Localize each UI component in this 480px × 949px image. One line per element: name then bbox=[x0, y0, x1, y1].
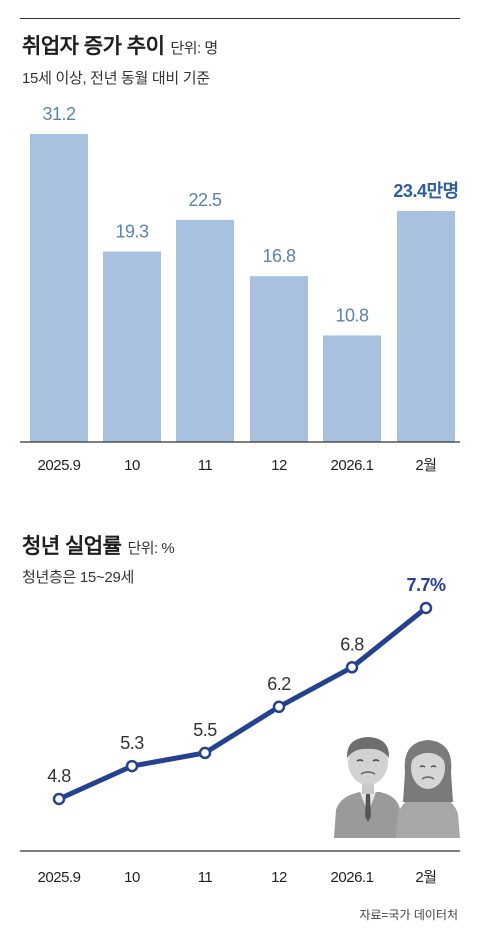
line-value-label-4: 6.8 bbox=[340, 634, 364, 654]
bar-3 bbox=[250, 276, 308, 442]
employment-subtitle: 15세 이상, 전년 동월 대비 기준 bbox=[22, 70, 210, 87]
woman-figure bbox=[396, 740, 460, 838]
line-category-label-2: 11 bbox=[198, 869, 213, 886]
line-point-5 bbox=[419, 601, 433, 615]
line-value-label-2: 5.5 bbox=[193, 720, 217, 740]
bar-2 bbox=[176, 219, 234, 442]
bar-0 bbox=[30, 134, 88, 442]
line-value-label-0: 4.8 bbox=[47, 766, 71, 786]
employment-bar-chart: 31.2 2025.9 19.3 10 22.5 11 16.8 12 10.8 2026.1 23… bbox=[20, 104, 460, 474]
bar-value-label-1: 19.3 bbox=[115, 221, 149, 241]
bar-value-label-2: 22.5 bbox=[188, 190, 222, 210]
unemployment-title-row: 청년 실업률 단위: % bbox=[22, 530, 175, 560]
bar-4 bbox=[323, 335, 381, 442]
bar-category-label-1: 10 bbox=[124, 457, 140, 474]
bar-5 bbox=[397, 211, 455, 442]
unemployment-title: 청년 실업률 bbox=[22, 535, 122, 558]
bar-value-label-0: 31.2 bbox=[42, 104, 76, 124]
source-note: 자료=국가 데이터처 bbox=[359, 908, 458, 922]
line-category-label-5: 2월 bbox=[415, 869, 436, 886]
unemployment-subtitle: 청년층은 15~29세 bbox=[22, 569, 134, 586]
line-value-label-3: 6.2 bbox=[267, 674, 291, 694]
employment-title-row: 취업자 증가 추이 단위: 명 bbox=[22, 30, 218, 60]
bar-category-label-4: 2026.1 bbox=[331, 457, 374, 474]
line-point-2 bbox=[198, 746, 212, 760]
bar-category-label-5: 2월 bbox=[415, 457, 436, 474]
line-category-label-3: 12 bbox=[271, 869, 287, 886]
bar-value-label-3: 16.8 bbox=[262, 246, 296, 266]
line-category-label-4: 2026.1 bbox=[331, 869, 374, 886]
line-value-label-1: 5.3 bbox=[120, 733, 144, 753]
employment-title: 취업자 증가 추이 bbox=[22, 35, 165, 58]
line-category-label-1: 10 bbox=[124, 869, 140, 886]
bar-category-label-0: 2025.9 bbox=[38, 457, 81, 474]
line-point-1 bbox=[125, 759, 139, 773]
bar-category-label-2: 11 bbox=[198, 457, 213, 474]
line-value-label-5: 7.7% bbox=[406, 575, 446, 595]
line-point-4 bbox=[345, 661, 359, 674]
bar-value-label-5: 23.4만명 bbox=[393, 181, 458, 201]
bar-value-label-4: 10.8 bbox=[335, 305, 369, 325]
employment-unit: 단위: 명 bbox=[170, 40, 218, 57]
bar-1 bbox=[103, 251, 161, 442]
worried-people-illustration bbox=[334, 737, 460, 838]
line-category-label-0: 2025.9 bbox=[38, 869, 81, 886]
line-point-0 bbox=[52, 792, 66, 806]
top-rule bbox=[20, 18, 460, 19]
man-figure bbox=[334, 737, 402, 838]
line-point-3 bbox=[272, 700, 286, 714]
unemployment-unit: 단위: % bbox=[127, 540, 175, 557]
unemployment-line bbox=[57, 606, 428, 802]
bar-category-label-3: 12 bbox=[271, 457, 287, 474]
